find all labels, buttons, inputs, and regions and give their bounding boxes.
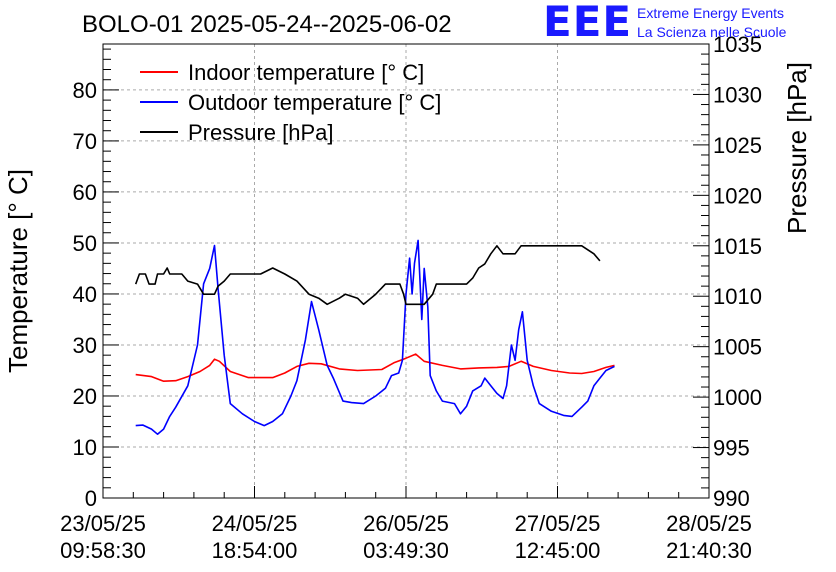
x-tick-label-time: 18:54:00 xyxy=(212,538,298,563)
y-tick-label: 70 xyxy=(73,129,97,154)
y2-tick-label: 1010 xyxy=(713,284,762,309)
logo-caption: Extreme Energy Events La Scienza nelle S… xyxy=(637,4,786,42)
y2-tick-label: 1005 xyxy=(713,335,762,360)
y2-tick-label: 1030 xyxy=(713,82,762,107)
legend: Indoor temperature [° C] Outdoor temperat… xyxy=(140,60,441,145)
y-tick-label: 30 xyxy=(73,333,97,358)
y-axis-label: Temperature [° C] xyxy=(3,169,33,373)
x-tick-label-date: 28/05/25 xyxy=(666,511,752,536)
y2-tick-label: 995 xyxy=(713,436,750,461)
y2-tick-label: 1025 xyxy=(713,133,762,158)
series-line-pressure xyxy=(134,245,601,306)
y2-axis-label: Pressure [hPa] xyxy=(782,62,812,234)
y-tick-label: 80 xyxy=(73,78,97,103)
series-line-outdoor-temperature xyxy=(135,239,615,435)
x-tick-label-date: 23/05/25 xyxy=(60,511,146,536)
legend-label-indoor-temperature: Indoor temperature [° C] xyxy=(188,60,424,85)
x-tick-label-time: 12:45:00 xyxy=(515,538,601,563)
legend-label-outdoor-temperature: Outdoor temperature [° C] xyxy=(188,90,441,115)
legend-label-pressure: Pressure [hPa] xyxy=(188,120,334,145)
y-tick-label: 0 xyxy=(85,486,97,511)
x-tick-label-time: 03:49:30 xyxy=(363,538,449,563)
x-tick-label-time: 21:40:30 xyxy=(666,538,752,563)
x-tick-label-date: 24/05/25 xyxy=(212,511,298,536)
y-tick-label: 20 xyxy=(73,384,97,409)
y-tick-label: 50 xyxy=(73,231,97,256)
chart-title: BOLO-01 2025-05-24--2025-06-02 xyxy=(82,11,452,38)
y-tick-label: 10 xyxy=(73,435,97,460)
y2-tick-label: 1035 xyxy=(713,32,762,57)
y2-tick-label: 1020 xyxy=(713,183,762,208)
y2-tick-label: 1000 xyxy=(713,385,762,410)
y2-tick-label: 1015 xyxy=(713,234,762,259)
x-tick-label-time: 09:58:30 xyxy=(60,538,146,563)
y2-tick-label: 990 xyxy=(713,486,750,511)
x-tick-label-date: 26/05/25 xyxy=(363,511,449,536)
series-line-indoor-temperature xyxy=(135,353,615,382)
eee-logo: EEE xyxy=(543,0,633,46)
logo-caption-line1: Extreme Energy Events xyxy=(637,5,785,21)
y-tick-label: 40 xyxy=(73,282,97,307)
logo-caption-line2: La Scienza nelle Scuole xyxy=(637,24,787,40)
x-tick-label-date: 27/05/25 xyxy=(515,511,601,536)
series-lines xyxy=(134,239,615,435)
y-tick-label: 60 xyxy=(73,180,97,205)
